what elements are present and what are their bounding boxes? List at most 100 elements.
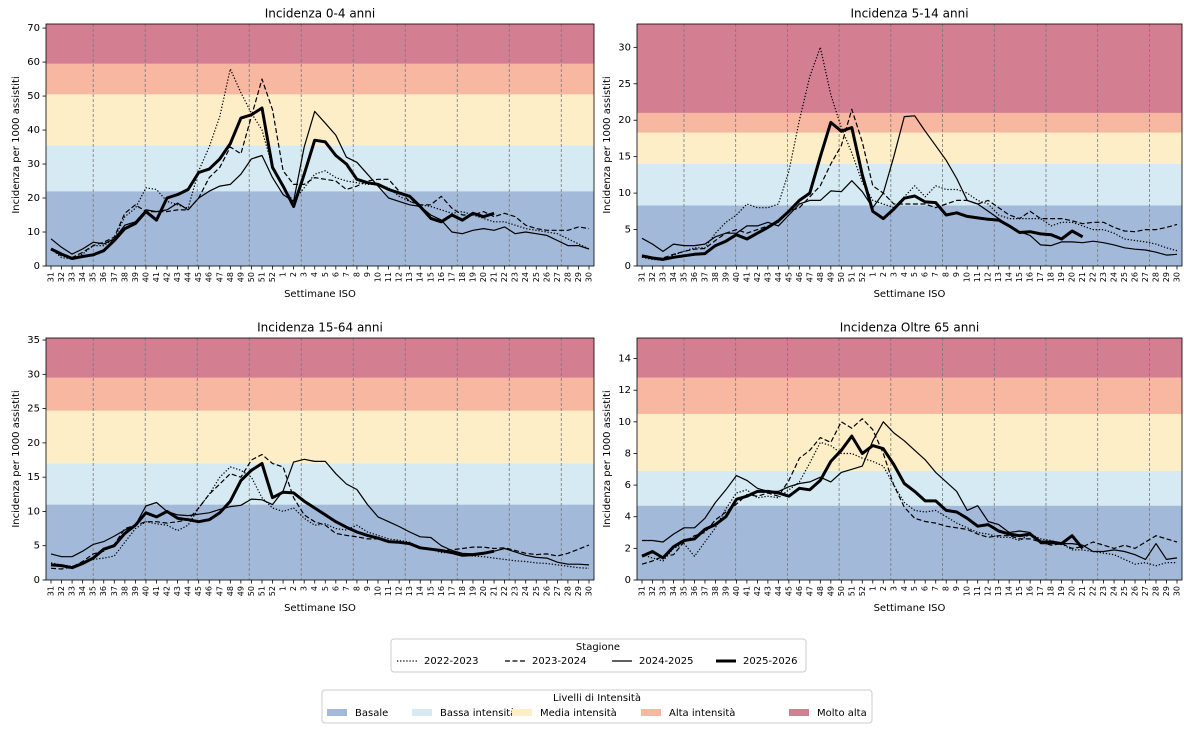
x-tick-label: 40 bbox=[732, 272, 741, 282]
x-tick-label: 44 bbox=[774, 586, 783, 596]
x-tick-label: 39 bbox=[721, 586, 730, 596]
x-tick-label: 33 bbox=[658, 586, 667, 596]
y-tick-label: 8 bbox=[625, 448, 631, 459]
x-tick-label: 52 bbox=[268, 586, 277, 596]
legend-label: Alta intensità bbox=[669, 707, 735, 719]
x-tick-label: 39 bbox=[131, 586, 140, 596]
legend-box bbox=[390, 638, 807, 673]
x-tick-label: 39 bbox=[721, 272, 730, 282]
x-tick-label: 26 bbox=[542, 586, 551, 596]
x-tick-label: 48 bbox=[226, 272, 235, 282]
intensity-band bbox=[637, 205, 1182, 266]
x-tick-label: 31 bbox=[638, 586, 647, 596]
series-line bbox=[50, 462, 495, 570]
legend-swatch bbox=[641, 709, 661, 716]
x-tick-label: 41 bbox=[152, 272, 161, 282]
x-tick-label: 9 bbox=[363, 272, 372, 277]
x-tick-label: 22 bbox=[1089, 272, 1098, 282]
x-tick-label: 34 bbox=[78, 586, 87, 596]
x-tick-label: 3 bbox=[889, 272, 898, 277]
series-line bbox=[641, 441, 1177, 567]
y-tick-label: 30 bbox=[27, 159, 40, 170]
x-tick-label: 28 bbox=[563, 272, 572, 282]
x-tick-label: 21 bbox=[1078, 586, 1087, 596]
legend-swatch bbox=[512, 709, 532, 716]
x-tick-label: 41 bbox=[742, 586, 751, 596]
x-tick-label: 47 bbox=[805, 272, 814, 282]
x-tick-label: 13 bbox=[405, 272, 414, 282]
y-tick-label: 4 bbox=[625, 512, 631, 523]
x-tick-label: 14 bbox=[1005, 586, 1014, 596]
x-tick-label: 20 bbox=[479, 272, 488, 282]
x-tick-label: 51 bbox=[847, 272, 856, 282]
y-tick-label: 20 bbox=[27, 438, 40, 449]
x-tick-label: 49 bbox=[236, 586, 245, 596]
x-tick-label: 26 bbox=[1131, 586, 1140, 596]
x-tick-label: 26 bbox=[1131, 272, 1140, 282]
x-tick-label: 41 bbox=[152, 586, 161, 596]
x-tick-label: 29 bbox=[1162, 272, 1171, 282]
x-tick-label: 36 bbox=[690, 272, 699, 282]
x-tick-label: 47 bbox=[215, 586, 224, 596]
plot-frame bbox=[45, 23, 595, 267]
x-tick-label: 50 bbox=[837, 272, 846, 282]
legend-title: Stagione bbox=[576, 642, 620, 653]
y-tick-label: 60 bbox=[27, 57, 40, 68]
x-tick-label: 25 bbox=[1120, 586, 1129, 596]
x-tick-label: 4 bbox=[310, 586, 319, 591]
x-tick-label: 42 bbox=[753, 586, 762, 596]
x-tick-label: 43 bbox=[173, 586, 182, 596]
x-tick-label: 15 bbox=[426, 272, 435, 282]
x-axis-label: Settimane ISO bbox=[874, 603, 946, 614]
legend-label: Media intensità bbox=[540, 707, 617, 719]
chart-title: Incidenza Oltre 65 anni bbox=[840, 321, 979, 335]
x-tick-label: 32 bbox=[57, 272, 66, 282]
x-tick-label: 37 bbox=[700, 586, 709, 596]
x-tick-label: 48 bbox=[816, 272, 825, 282]
intensity-band bbox=[46, 463, 594, 505]
y-tick-label: 5 bbox=[625, 225, 631, 236]
intensity-band bbox=[637, 112, 1182, 133]
x-tick-label: 40 bbox=[141, 272, 150, 282]
legend-label: 2023-2024 bbox=[532, 656, 587, 667]
x-tick-label: 6 bbox=[921, 586, 930, 591]
x-tick-label: 28 bbox=[1152, 272, 1161, 282]
x-tick-label: 21 bbox=[490, 272, 499, 282]
legend-label: Molto alta bbox=[817, 708, 867, 719]
y-tick-label: 50 bbox=[27, 91, 40, 102]
series-line bbox=[641, 120, 1084, 261]
x-tick-label: 4 bbox=[310, 272, 319, 277]
y-tick-label: 0 bbox=[625, 261, 631, 272]
x-tick-label: 11 bbox=[384, 272, 393, 282]
intensity-band bbox=[637, 377, 1182, 414]
x-tick-label: 39 bbox=[131, 272, 140, 282]
x-tick-label: 24 bbox=[1110, 272, 1119, 282]
x-tick-label: 34 bbox=[669, 272, 678, 282]
x-tick-label: 30 bbox=[1173, 272, 1182, 282]
y-tick-label: 15 bbox=[618, 152, 631, 163]
x-tick-label: 45 bbox=[784, 272, 793, 282]
x-tick-label: 32 bbox=[648, 272, 657, 282]
x-tick-label: 2 bbox=[289, 272, 298, 277]
x-tick-label: 52 bbox=[858, 272, 867, 282]
x-tick-label: 16 bbox=[437, 586, 446, 596]
x-tick-label: 9 bbox=[952, 272, 961, 277]
x-tick-label: 3 bbox=[300, 272, 309, 277]
x-tick-label: 49 bbox=[236, 272, 245, 282]
x-tick-label: 19 bbox=[1057, 272, 1066, 282]
y-tick-label: 10 bbox=[27, 506, 40, 517]
x-tick-label: 18 bbox=[458, 586, 467, 596]
x-tick-label: 10 bbox=[374, 586, 383, 596]
x-tick-label: 8 bbox=[352, 586, 361, 591]
y-tick-label: 2 bbox=[625, 543, 631, 554]
x-tick-label: 29 bbox=[1162, 586, 1171, 596]
x-tick-label: 17 bbox=[447, 586, 456, 596]
x-tick-label: 24 bbox=[1110, 586, 1119, 596]
intensity-band bbox=[46, 24, 594, 64]
x-tick-label: 8 bbox=[942, 586, 951, 591]
legend-swatch bbox=[789, 709, 809, 716]
x-tick-label: 12 bbox=[395, 586, 404, 596]
y-tick-label: 40 bbox=[27, 125, 40, 136]
x-tick-label: 35 bbox=[679, 586, 688, 596]
x-tick-label: 30 bbox=[585, 272, 594, 282]
